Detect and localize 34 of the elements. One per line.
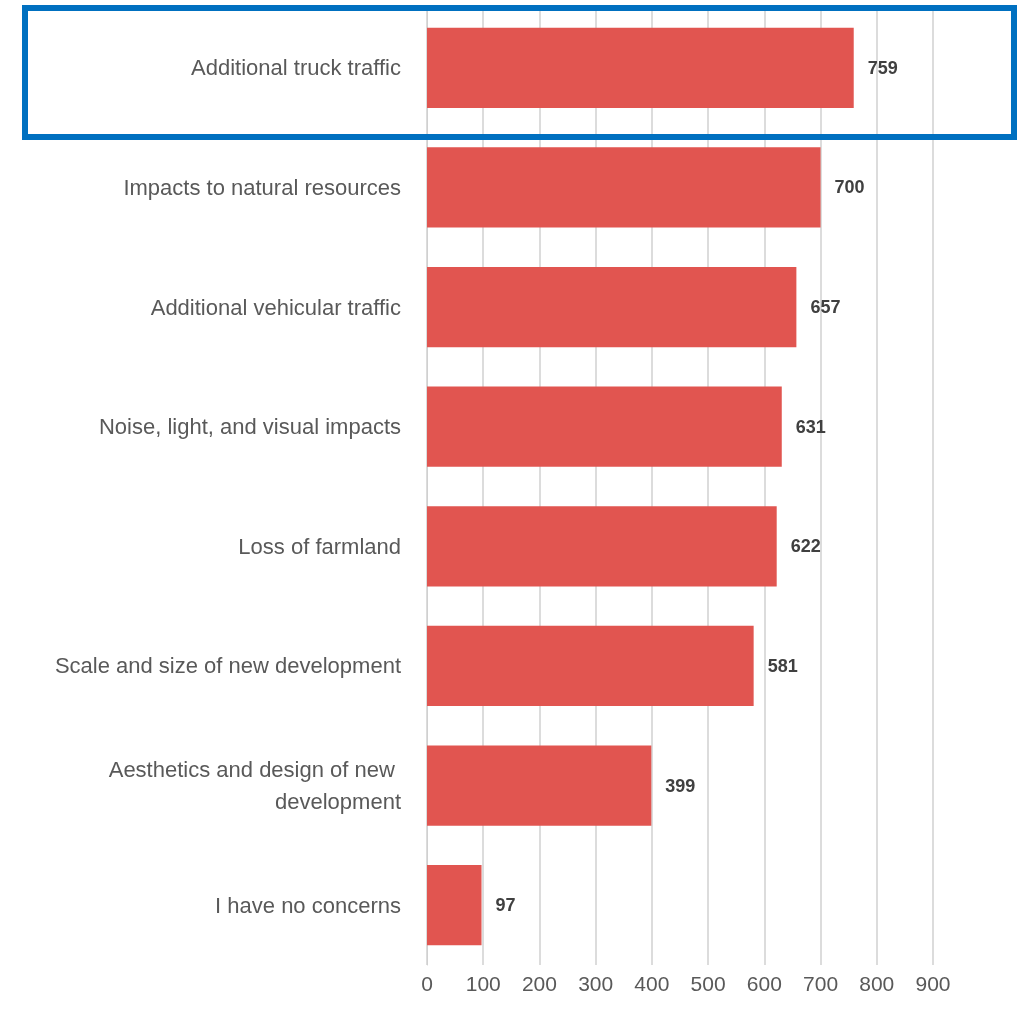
y-tick-label: Additional vehicular traffic — [150, 294, 401, 320]
x-tick-label: 500 — [690, 972, 726, 995]
y-tick-label: Loss of farmland — [238, 533, 401, 559]
y-tick-label: Noise, light, and visual impacts — [98, 414, 401, 440]
bar — [427, 865, 482, 946]
bar — [427, 27, 854, 108]
data-label: 399 — [665, 775, 696, 796]
data-label: 622 — [790, 536, 821, 557]
x-tick-label: 100 — [465, 972, 501, 995]
y-tick-label: Impacts to natural resources — [123, 174, 401, 200]
data-label: 759 — [867, 57, 898, 78]
bar — [427, 506, 777, 587]
x-tick-label: 800 — [859, 972, 895, 995]
data-label: 97 — [495, 895, 516, 916]
bar — [427, 625, 754, 707]
y-tick-label: Aesthetics and design of new development — [108, 757, 401, 815]
y-tick-label: Additional truck traffic — [191, 55, 401, 81]
bar — [427, 386, 782, 467]
data-label: 631 — [795, 416, 826, 437]
x-tick-label: 400 — [634, 972, 670, 995]
data-label: 581 — [767, 655, 798, 676]
bar — [427, 266, 797, 348]
bar — [427, 745, 652, 826]
data-label: 700 — [834, 177, 865, 198]
x-tick-label: 700 — [803, 972, 839, 995]
y-tick-label: Scale and size of new development — [54, 653, 401, 679]
bar — [427, 147, 821, 228]
x-tick-label: 0 — [421, 972, 433, 995]
x-tick-label: 300 — [578, 972, 614, 995]
x-tick-label: 200 — [521, 972, 557, 995]
x-tick-label: 600 — [746, 972, 782, 995]
x-tick-label: 900 — [915, 972, 951, 995]
y-tick-label: I have no concerns — [215, 892, 401, 918]
data-label: 657 — [810, 297, 841, 318]
